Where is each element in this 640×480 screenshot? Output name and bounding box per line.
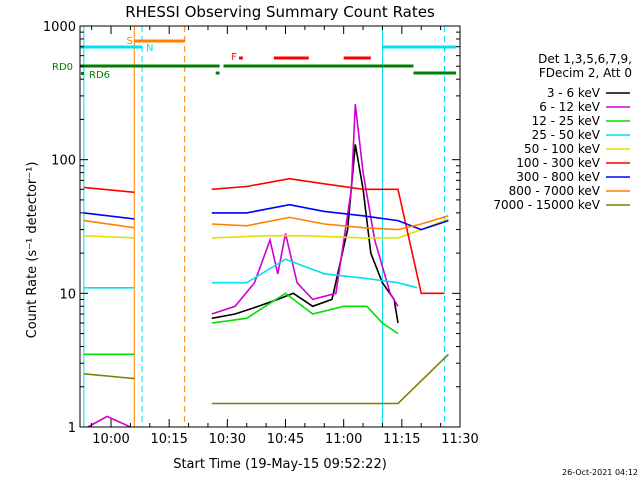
series-group xyxy=(83,104,449,428)
legend-header-line: Det 1,3,5,6,7,9, xyxy=(538,52,632,66)
series-line xyxy=(87,415,131,428)
series-line xyxy=(211,203,449,231)
series-line xyxy=(211,215,449,231)
x-tick-label: 10:15 xyxy=(150,432,187,447)
series-line xyxy=(211,353,449,405)
rd6-label: RD6 xyxy=(89,70,110,81)
series-line xyxy=(83,234,135,239)
x-tick-label: 11:15 xyxy=(383,432,420,447)
date-stamp: 26-Oct-2021 04:12 xyxy=(562,468,638,477)
legend-entry-label: 12 - 25 keV xyxy=(532,114,601,128)
legend-header-line: FDecim 2, Att 0 xyxy=(539,66,632,80)
legend-entry-label: 3 - 6 keV xyxy=(547,86,601,100)
legend-entry-label: 6 - 12 keV xyxy=(539,100,601,114)
observing-flags: S N F RD0 RD6 xyxy=(52,26,457,427)
series-line xyxy=(211,144,399,324)
saa-label: S xyxy=(127,36,133,47)
y-axis-label: Count Rate (s⁻¹ detector⁻¹) xyxy=(25,162,40,339)
y-tick-label: 1 xyxy=(68,421,76,436)
legend-entry-label: 50 - 100 keV xyxy=(524,142,601,156)
axes-group: 10:00 10:15 10:30 10:45 11:00 11:15 11:30 1 10 10… xyxy=(43,20,479,447)
x-tick-label: 11:00 xyxy=(325,432,362,447)
chart-title: RHESSI Observing Summary Count Rates xyxy=(125,3,435,21)
legend-entry-label: 7000 - 15000 keV xyxy=(493,198,600,212)
x-tick-label: 10:45 xyxy=(267,432,304,447)
flare-label: F xyxy=(231,52,237,63)
x-tick-label: 10:00 xyxy=(92,432,129,447)
plot-frame xyxy=(79,25,461,428)
legend-entry-label: 25 - 50 keV xyxy=(532,128,601,142)
rd6-marker xyxy=(81,72,84,75)
x-tick-label: 10:30 xyxy=(209,432,246,447)
series-line xyxy=(83,186,135,194)
series-line xyxy=(211,258,418,289)
legend: Det 1,3,5,6,7,9,FDecim 2, Att 0 3 - 6 keV… xyxy=(493,52,632,212)
series-line xyxy=(83,212,135,220)
series-line xyxy=(83,219,135,229)
series-line xyxy=(211,292,399,335)
y-tick-label: 1000 xyxy=(43,20,76,35)
night-label: N xyxy=(146,43,153,54)
rd0-label: RD0 xyxy=(52,62,73,73)
legend-entry-label: 800 - 7000 keV xyxy=(509,184,601,198)
legend-entry-label: 100 - 300 keV xyxy=(516,156,600,170)
y-tick-label: 100 xyxy=(51,154,76,169)
y-tick-label: 10 xyxy=(59,287,76,302)
series-line xyxy=(83,373,135,380)
x-tick-label: 11:30 xyxy=(441,432,478,447)
series-line xyxy=(211,177,445,295)
series-line xyxy=(211,218,449,239)
x-axis-label: Start Time (19-May-15 09:52:22) xyxy=(173,457,387,472)
legend-entry-label: 300 - 800 keV xyxy=(516,170,600,184)
